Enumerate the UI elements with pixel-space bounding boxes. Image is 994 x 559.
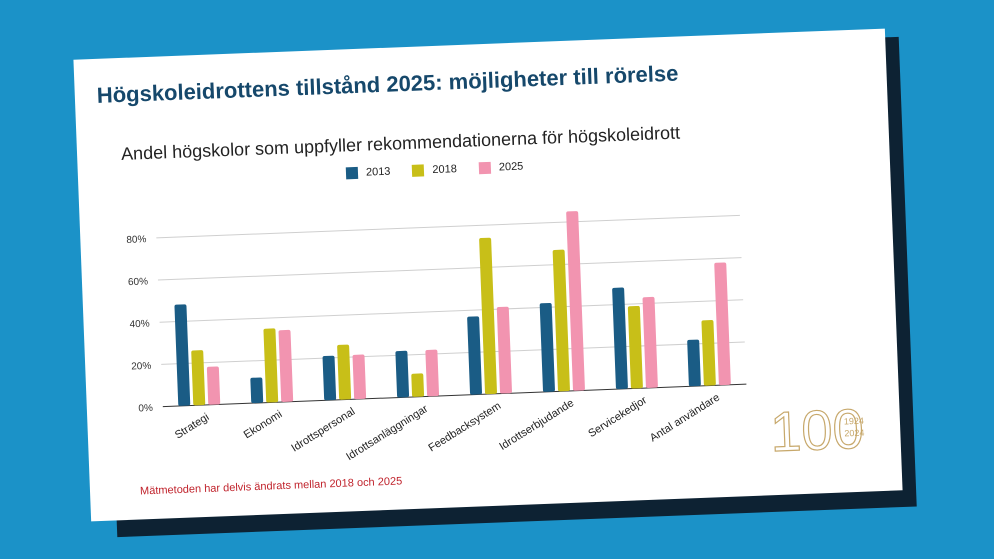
legend-swatch-2025 bbox=[478, 161, 492, 175]
x-tick-label: Idrottspersonal bbox=[289, 406, 357, 455]
y-tick-label: 80% bbox=[126, 234, 147, 246]
bar bbox=[425, 349, 440, 397]
chart-title: Andel högskolor som uppfyller rekommenda… bbox=[120, 122, 681, 164]
legend-label-2013: 2013 bbox=[365, 165, 391, 179]
bar bbox=[627, 305, 643, 389]
bar bbox=[278, 329, 294, 402]
bar bbox=[174, 304, 191, 406]
legend-swatch-2013 bbox=[345, 166, 359, 180]
slide-title: Högskoleidrottens tillstånd 2025: möjlig… bbox=[96, 60, 679, 108]
bar bbox=[552, 249, 570, 392]
bar bbox=[411, 373, 425, 397]
y-tick-label: 40% bbox=[129, 319, 150, 331]
legend-label-2025: 2025 bbox=[498, 160, 524, 174]
bar bbox=[191, 350, 206, 406]
y-tick-label: 0% bbox=[138, 403, 153, 415]
x-tick-label: Ekonomi bbox=[242, 408, 285, 441]
x-tick-label: Servicekedjor bbox=[586, 394, 649, 440]
bar bbox=[337, 344, 352, 400]
x-tick-label: Idrottsanläggningar bbox=[344, 403, 430, 464]
bar bbox=[322, 355, 337, 401]
gridline bbox=[156, 214, 740, 239]
legend-item-2018: 2018 bbox=[412, 163, 457, 177]
legend-item-2025: 2025 bbox=[478, 160, 524, 175]
logo-year-end: 2024 bbox=[844, 428, 864, 439]
bar bbox=[395, 350, 410, 398]
legend-label-2018: 2018 bbox=[432, 163, 458, 177]
bar bbox=[206, 366, 221, 405]
x-tick-label: Idrottserbjudande bbox=[497, 397, 576, 453]
legend-item-2013: 2013 bbox=[345, 165, 391, 180]
x-tick-label: Strategi bbox=[173, 411, 211, 441]
slide: Högskoleidrottens tillstånd 2025: möjlig… bbox=[73, 28, 903, 522]
bar bbox=[714, 262, 731, 386]
legend-swatch-2018 bbox=[412, 164, 425, 177]
y-tick-label: 20% bbox=[131, 361, 152, 373]
bar bbox=[352, 354, 367, 400]
gridline bbox=[157, 257, 742, 281]
bar bbox=[539, 302, 555, 392]
bar bbox=[612, 287, 628, 390]
bar bbox=[642, 296, 658, 388]
bar bbox=[496, 306, 512, 394]
bar bbox=[467, 316, 483, 395]
logo-year-start: 1924 bbox=[844, 416, 864, 427]
logo-number: 100 bbox=[769, 397, 865, 457]
y-tick-label: 60% bbox=[128, 276, 149, 288]
bar bbox=[479, 237, 497, 395]
bar-chart: 0% 20% 40% 60% 80% Strategi Ekonomi Idrottspers… bbox=[126, 211, 747, 464]
bar bbox=[566, 211, 585, 391]
x-tick-label: Antal användare bbox=[648, 392, 722, 445]
bar bbox=[250, 377, 264, 404]
gridline bbox=[161, 341, 745, 365]
x-axis-line bbox=[162, 383, 747, 408]
centenary-logo: 100 1924 2024 bbox=[769, 397, 865, 457]
bar bbox=[701, 320, 716, 386]
chart-legend: 2013 2018 2025 bbox=[345, 160, 524, 180]
gridline bbox=[159, 299, 744, 323]
x-tick-label: Feedbacksystem bbox=[426, 400, 503, 454]
bar bbox=[687, 339, 701, 387]
bar bbox=[263, 328, 279, 403]
